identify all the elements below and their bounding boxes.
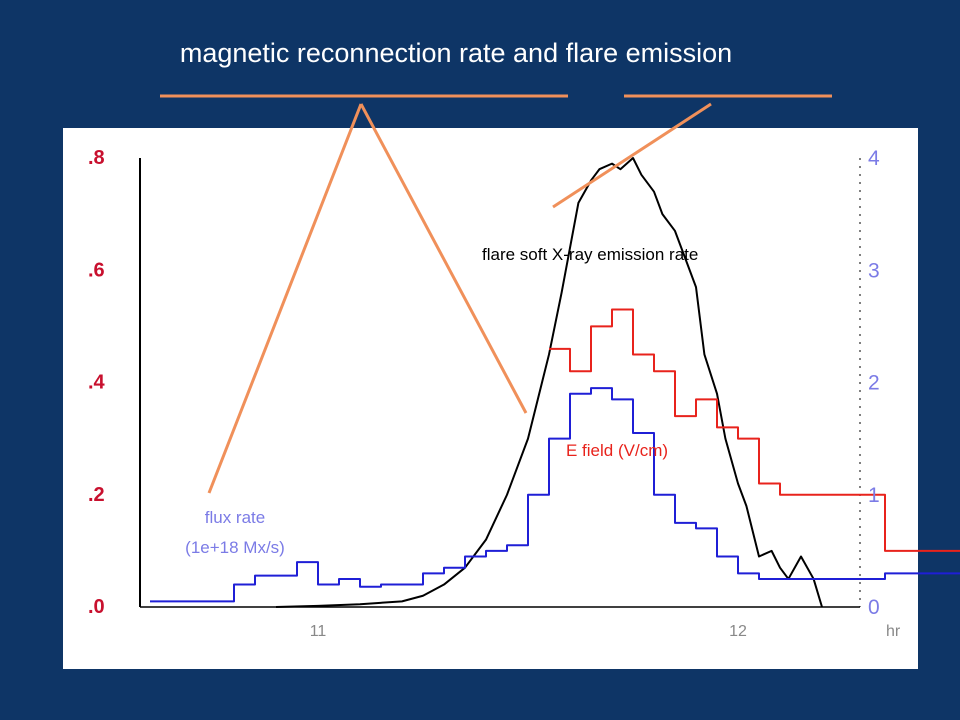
series-layer	[150, 157, 960, 608]
callout-to-xray	[552, 102, 712, 209]
plot-frame	[139, 158, 861, 608]
annotation-flux-line1: flux rate	[205, 508, 265, 527]
callout-lines	[160, 94, 832, 494]
y-left-tick-label: .2	[88, 484, 105, 506]
y-right-tick-label: 4	[868, 147, 880, 170]
series-line-1	[275, 157, 823, 608]
y-left-tick-label: .4	[88, 372, 106, 394]
y-right-tick-label: 3	[868, 259, 880, 282]
annotation-efield: E field (V/cm)	[566, 441, 668, 460]
axis-ticks: .0.2.4.6.80123411121314	[88, 147, 880, 640]
x-tick-label: 11	[310, 623, 327, 640]
y-left-tick-label: .8	[88, 147, 105, 169]
y-left-tick-label: .0	[88, 596, 105, 618]
y-right-tick-label: 1	[868, 484, 880, 507]
y-right-tick-label: 0	[868, 596, 880, 619]
annotation-xray: flare soft X-ray emission rate	[482, 245, 698, 264]
series-line-2	[549, 308, 960, 552]
callout-to-flux-rate	[207, 103, 363, 494]
annotation-flux-line2: (1e+18 Mx/s)	[185, 538, 285, 557]
series-line-3	[150, 387, 960, 603]
slide-title: magnetic reconnection rate and flare emi…	[179, 38, 733, 68]
x-unit-label: hr	[886, 623, 901, 640]
y-left-tick-label: .6	[88, 259, 105, 281]
x-tick-label: 12	[729, 623, 747, 640]
callout-to-e-field	[359, 103, 528, 414]
y-right-tick-label: 2	[868, 372, 880, 395]
chart-panel	[63, 128, 918, 669]
